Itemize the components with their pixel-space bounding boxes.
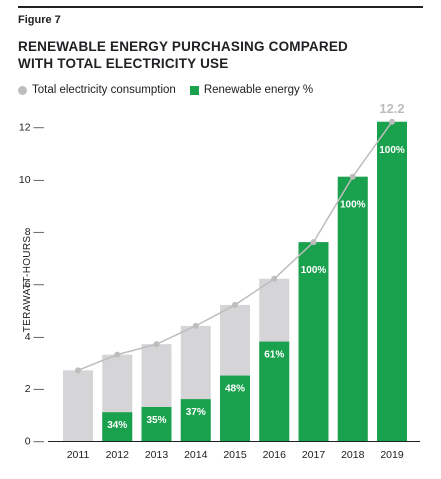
x-tick-label: 2018: [341, 449, 365, 461]
legend: Total electricity consumption Renewable …: [18, 84, 327, 96]
y-tick-label: 6 —: [25, 279, 45, 291]
total-consumption-point: [75, 367, 81, 374]
chart-title: RENEWABLE ENERGY PURCHASING COMPARED WIT…: [18, 38, 418, 72]
renewable-bar: [337, 176, 368, 441]
renewable-bar: [102, 412, 133, 441]
total-consumption-point: [192, 322, 199, 329]
y-tick-label: 0 —: [25, 436, 45, 448]
renewable-percent-label: 100%: [379, 145, 405, 156]
y-tick-label: 2 —: [25, 383, 45, 395]
y-tick-label: 12 —: [19, 122, 45, 134]
renewable-percent-label: 35%: [146, 415, 166, 426]
total-consumption-point: [271, 275, 278, 282]
renewable-bar: [180, 399, 211, 441]
legend-label-renewable: Renewable energy %: [203, 84, 314, 96]
total-consumption-point: [389, 118, 395, 125]
renewable-percent-label: 34%: [107, 420, 127, 431]
legend-item-renewable: Renewable energy %: [189, 84, 314, 96]
x-tick-label: 2014: [184, 449, 208, 461]
renewable-bar: [298, 242, 329, 441]
renewable-percent-label: 61%: [264, 350, 284, 361]
figure-label: Figure 7: [18, 14, 61, 26]
renewable-bar: [220, 375, 250, 441]
legend-item-total: Total electricity consumption: [18, 84, 176, 96]
renewable-percent-label: 100%: [340, 200, 366, 211]
total-consumption-point: [153, 341, 160, 348]
renewable-bar: [259, 341, 290, 441]
x-tick-label: 2015: [223, 449, 247, 461]
x-tick-label: 2011: [67, 449, 90, 461]
legend-square-icon: [189, 85, 199, 95]
renewable-percent-label: 48%: [225, 384, 245, 395]
total-consumption-point: [349, 173, 356, 180]
total-consumption-point: [310, 239, 317, 246]
y-tick-label: 10 —: [19, 174, 45, 186]
y-tick-label: 8 —: [25, 226, 45, 238]
x-tick-label: 2012: [106, 449, 130, 461]
renewable-percent-label: 37%: [186, 407, 206, 418]
x-tick-label: 2013: [145, 449, 169, 461]
y-axis-label: TERAWATT-HOURS: [22, 236, 33, 333]
renewable-percent-label: 100%: [301, 265, 327, 276]
peak-value-annotation: 12.2: [379, 101, 404, 116]
total-consumption-point: [114, 351, 121, 358]
total-bar: [63, 370, 93, 441]
y-tick-label: 4 —: [25, 331, 45, 343]
x-tick-label: 2019: [380, 449, 404, 461]
total-consumption-point: [232, 301, 238, 308]
x-tick-label: 2016: [263, 449, 287, 461]
x-tick-label: 2017: [302, 449, 326, 461]
legend-label-total: Total electricity consumption: [32, 84, 176, 96]
renewable-bar: [377, 121, 407, 442]
top-rule: [18, 6, 423, 8]
legend-dot-icon: [18, 85, 27, 95]
chart-title-line-1: RENEWABLE ENERGY PURCHASING COMPARED: [18, 39, 348, 54]
renewable-bar: [141, 406, 172, 441]
chart-title-line-2: WITH TOTAL ELECTRICITY USE: [18, 56, 229, 71]
